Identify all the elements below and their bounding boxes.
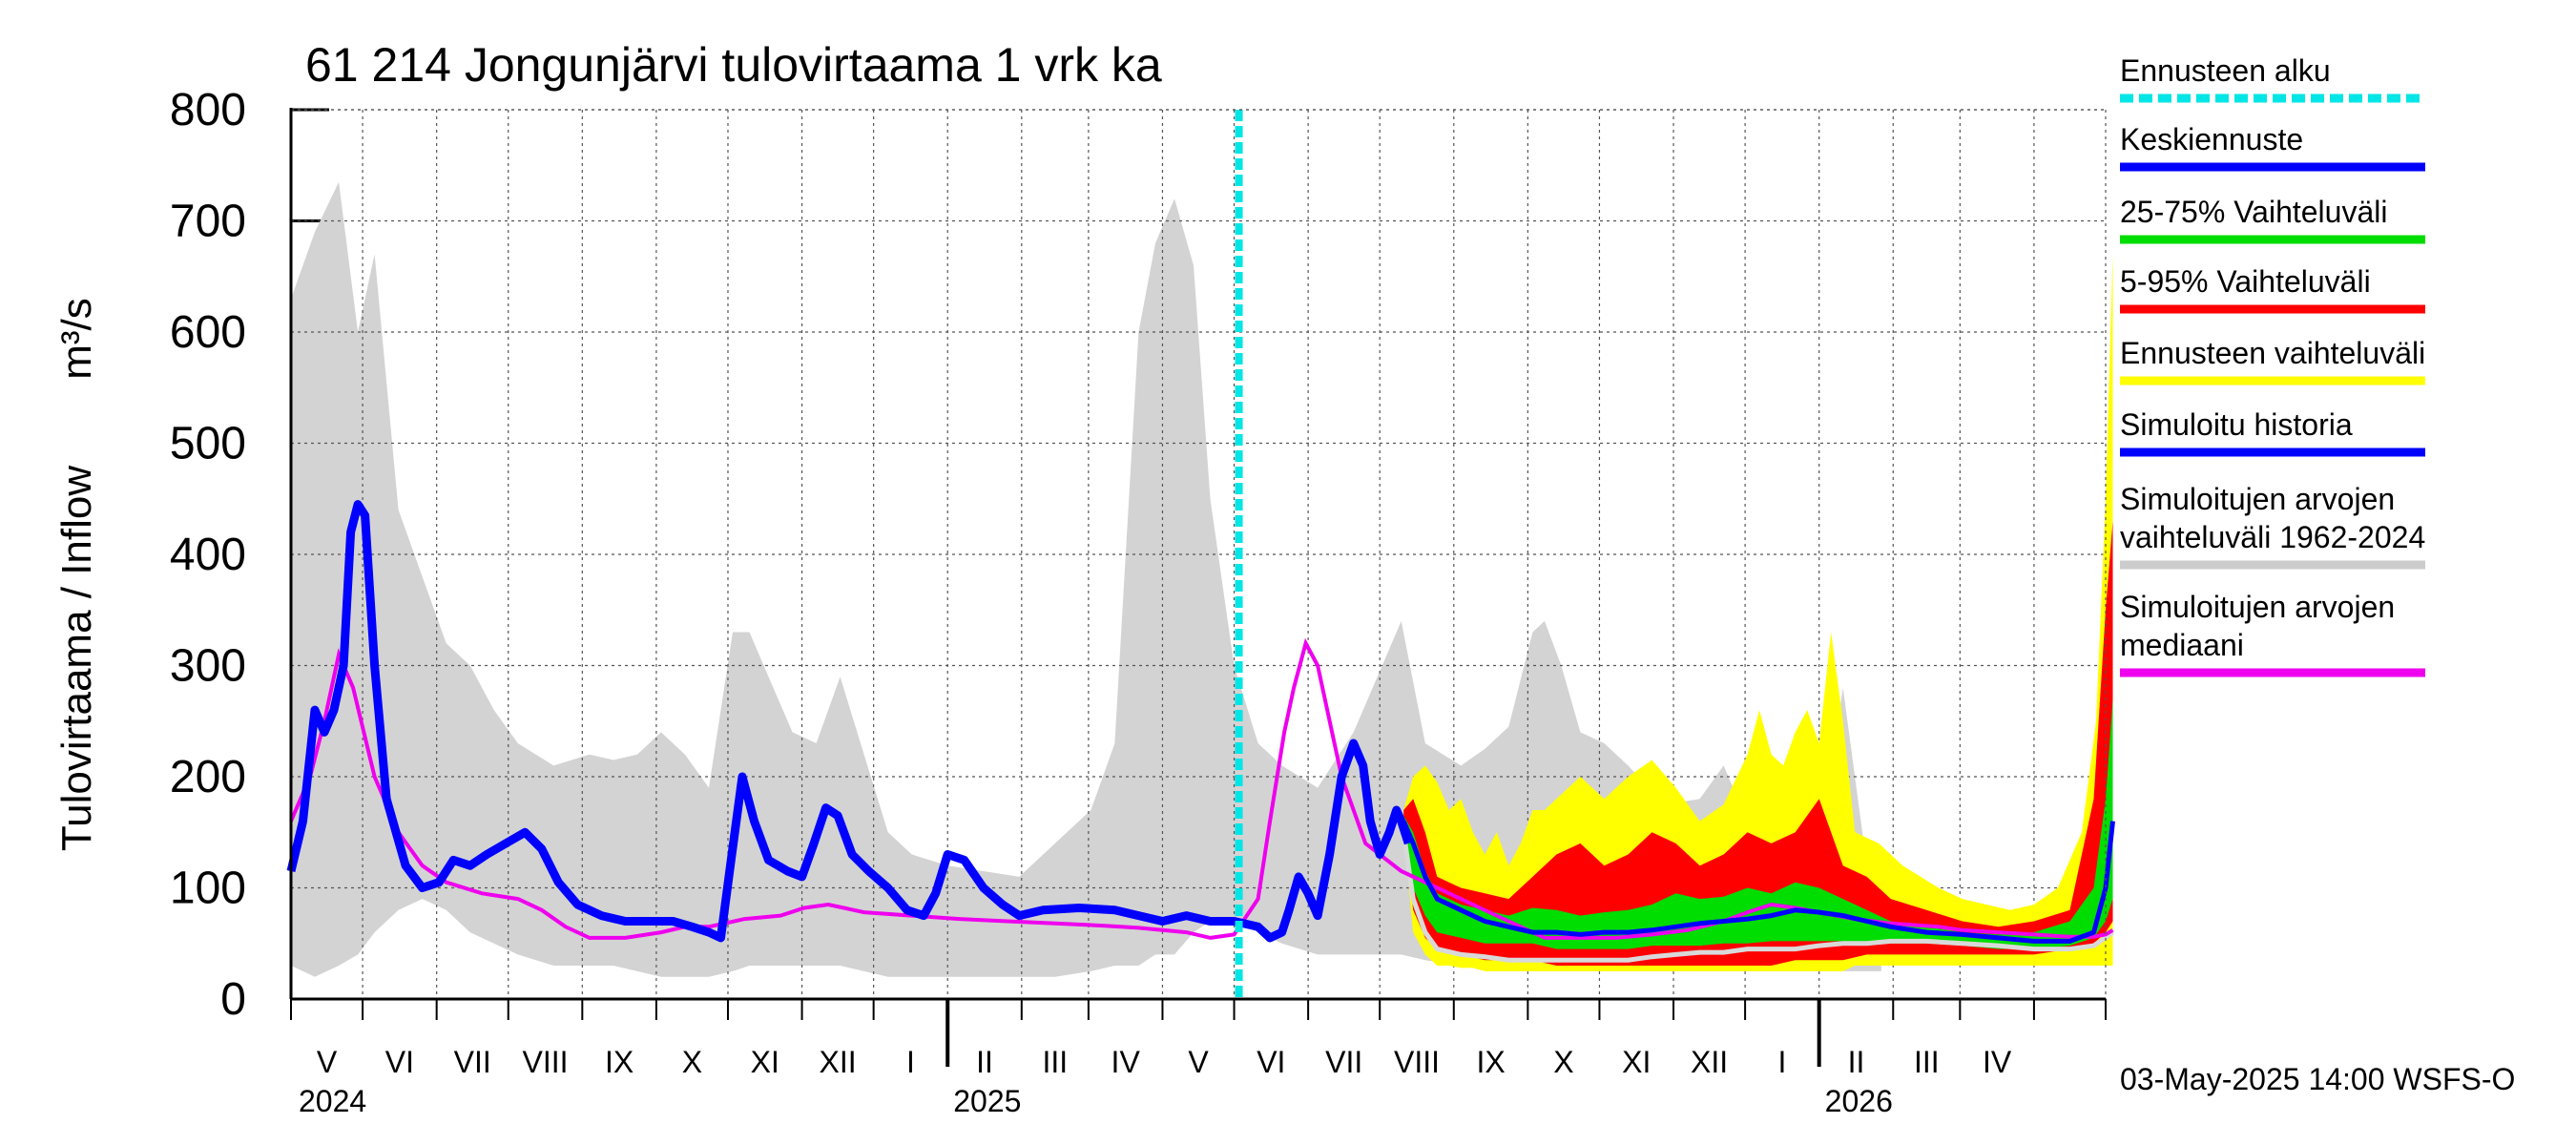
legend-label: vaihteluväli 1962-2024 xyxy=(2120,520,2425,554)
historical-range-area xyxy=(291,181,1881,977)
month-label: VIII xyxy=(1394,1045,1440,1079)
month-label: VIII xyxy=(523,1045,569,1079)
legend-label: Simuloitu historia xyxy=(2120,407,2353,442)
band-25-75-area xyxy=(1403,698,2113,949)
month-label: X xyxy=(1553,1045,1573,1079)
month-label: IX xyxy=(1476,1045,1505,1079)
legend-label: Ennusteen alku xyxy=(2120,53,2331,88)
y-tick-label: 300 xyxy=(170,641,246,692)
month-label: VII xyxy=(454,1045,491,1079)
month-label: V xyxy=(1188,1045,1209,1079)
month-label: VI xyxy=(1257,1045,1285,1079)
month-label: III xyxy=(1914,1045,1940,1079)
legend-label: 25-75% Vaihteluväli xyxy=(2120,195,2387,229)
forecast-range-area xyxy=(1403,254,2113,971)
month-label: I xyxy=(906,1045,915,1079)
month-label: XII xyxy=(1691,1045,1728,1079)
month-label: II xyxy=(1848,1045,1865,1079)
band-5-95-area xyxy=(1403,521,2113,966)
y-axis-unit: m³/s xyxy=(53,298,100,380)
y-tick-label: 200 xyxy=(170,752,246,802)
y-tick-label: 100 xyxy=(170,864,246,914)
legend-label: mediaani xyxy=(2120,628,2244,662)
y-tick-label: 0 xyxy=(220,974,246,1025)
month-label: V xyxy=(317,1045,338,1079)
legend-label: Ennusteen vaihteluväli xyxy=(2120,336,2425,370)
footer-timestamp: 03-May-2025 14:00 WSFS-O xyxy=(2120,1062,2515,1096)
year-label: 2025 xyxy=(953,1084,1021,1118)
month-label: VI xyxy=(385,1045,414,1079)
year-label: 2024 xyxy=(299,1084,366,1118)
legend-label: Keskiennuste xyxy=(2120,122,2303,156)
month-label: IV xyxy=(1111,1045,1141,1079)
month-label: IX xyxy=(605,1045,634,1079)
simulated-history-line xyxy=(286,500,1413,943)
legend-label: 5-95% Vaihteluväli xyxy=(2120,264,2371,299)
y-tick-label: 500 xyxy=(170,419,246,469)
mean-forecast-line xyxy=(1401,820,2115,944)
x-axis: V VI VII VIII IX X XI XII I II III IV V VI VII VIII IX X X… xyxy=(290,999,2107,1118)
legend-label: Simuloitujen arvojen xyxy=(2120,590,2395,624)
month-label: III xyxy=(1043,1045,1069,1079)
y-tick-label: 600 xyxy=(170,307,246,358)
month-label: I xyxy=(1777,1045,1786,1079)
month-label: XI xyxy=(1622,1045,1651,1079)
y-axis-label: Tulovirtaama / Inflow xyxy=(53,466,100,852)
month-label: X xyxy=(682,1045,702,1079)
month-label: XII xyxy=(820,1045,857,1079)
month-label: VII xyxy=(1325,1045,1362,1079)
month-label: II xyxy=(976,1045,993,1079)
y-tick-label: 400 xyxy=(170,530,246,580)
y-tick-label: 700 xyxy=(170,197,246,247)
plot-area xyxy=(286,108,2115,1001)
y-tick-label: 800 xyxy=(170,85,246,135)
legend-label: Simuloitujen arvojen xyxy=(2120,482,2395,516)
month-label: IV xyxy=(1983,1045,2012,1079)
legend: Ennusteen alku Keskiennuste 25-75% Vaihtel… xyxy=(2120,53,2425,677)
month-label: XI xyxy=(751,1045,779,1079)
year-label: 2026 xyxy=(1825,1084,1893,1118)
chart-title: 61 214 Jongunjärvi tulovirtaama 1 vrk ka xyxy=(305,38,1162,92)
forecast-low-line xyxy=(1401,831,2115,963)
